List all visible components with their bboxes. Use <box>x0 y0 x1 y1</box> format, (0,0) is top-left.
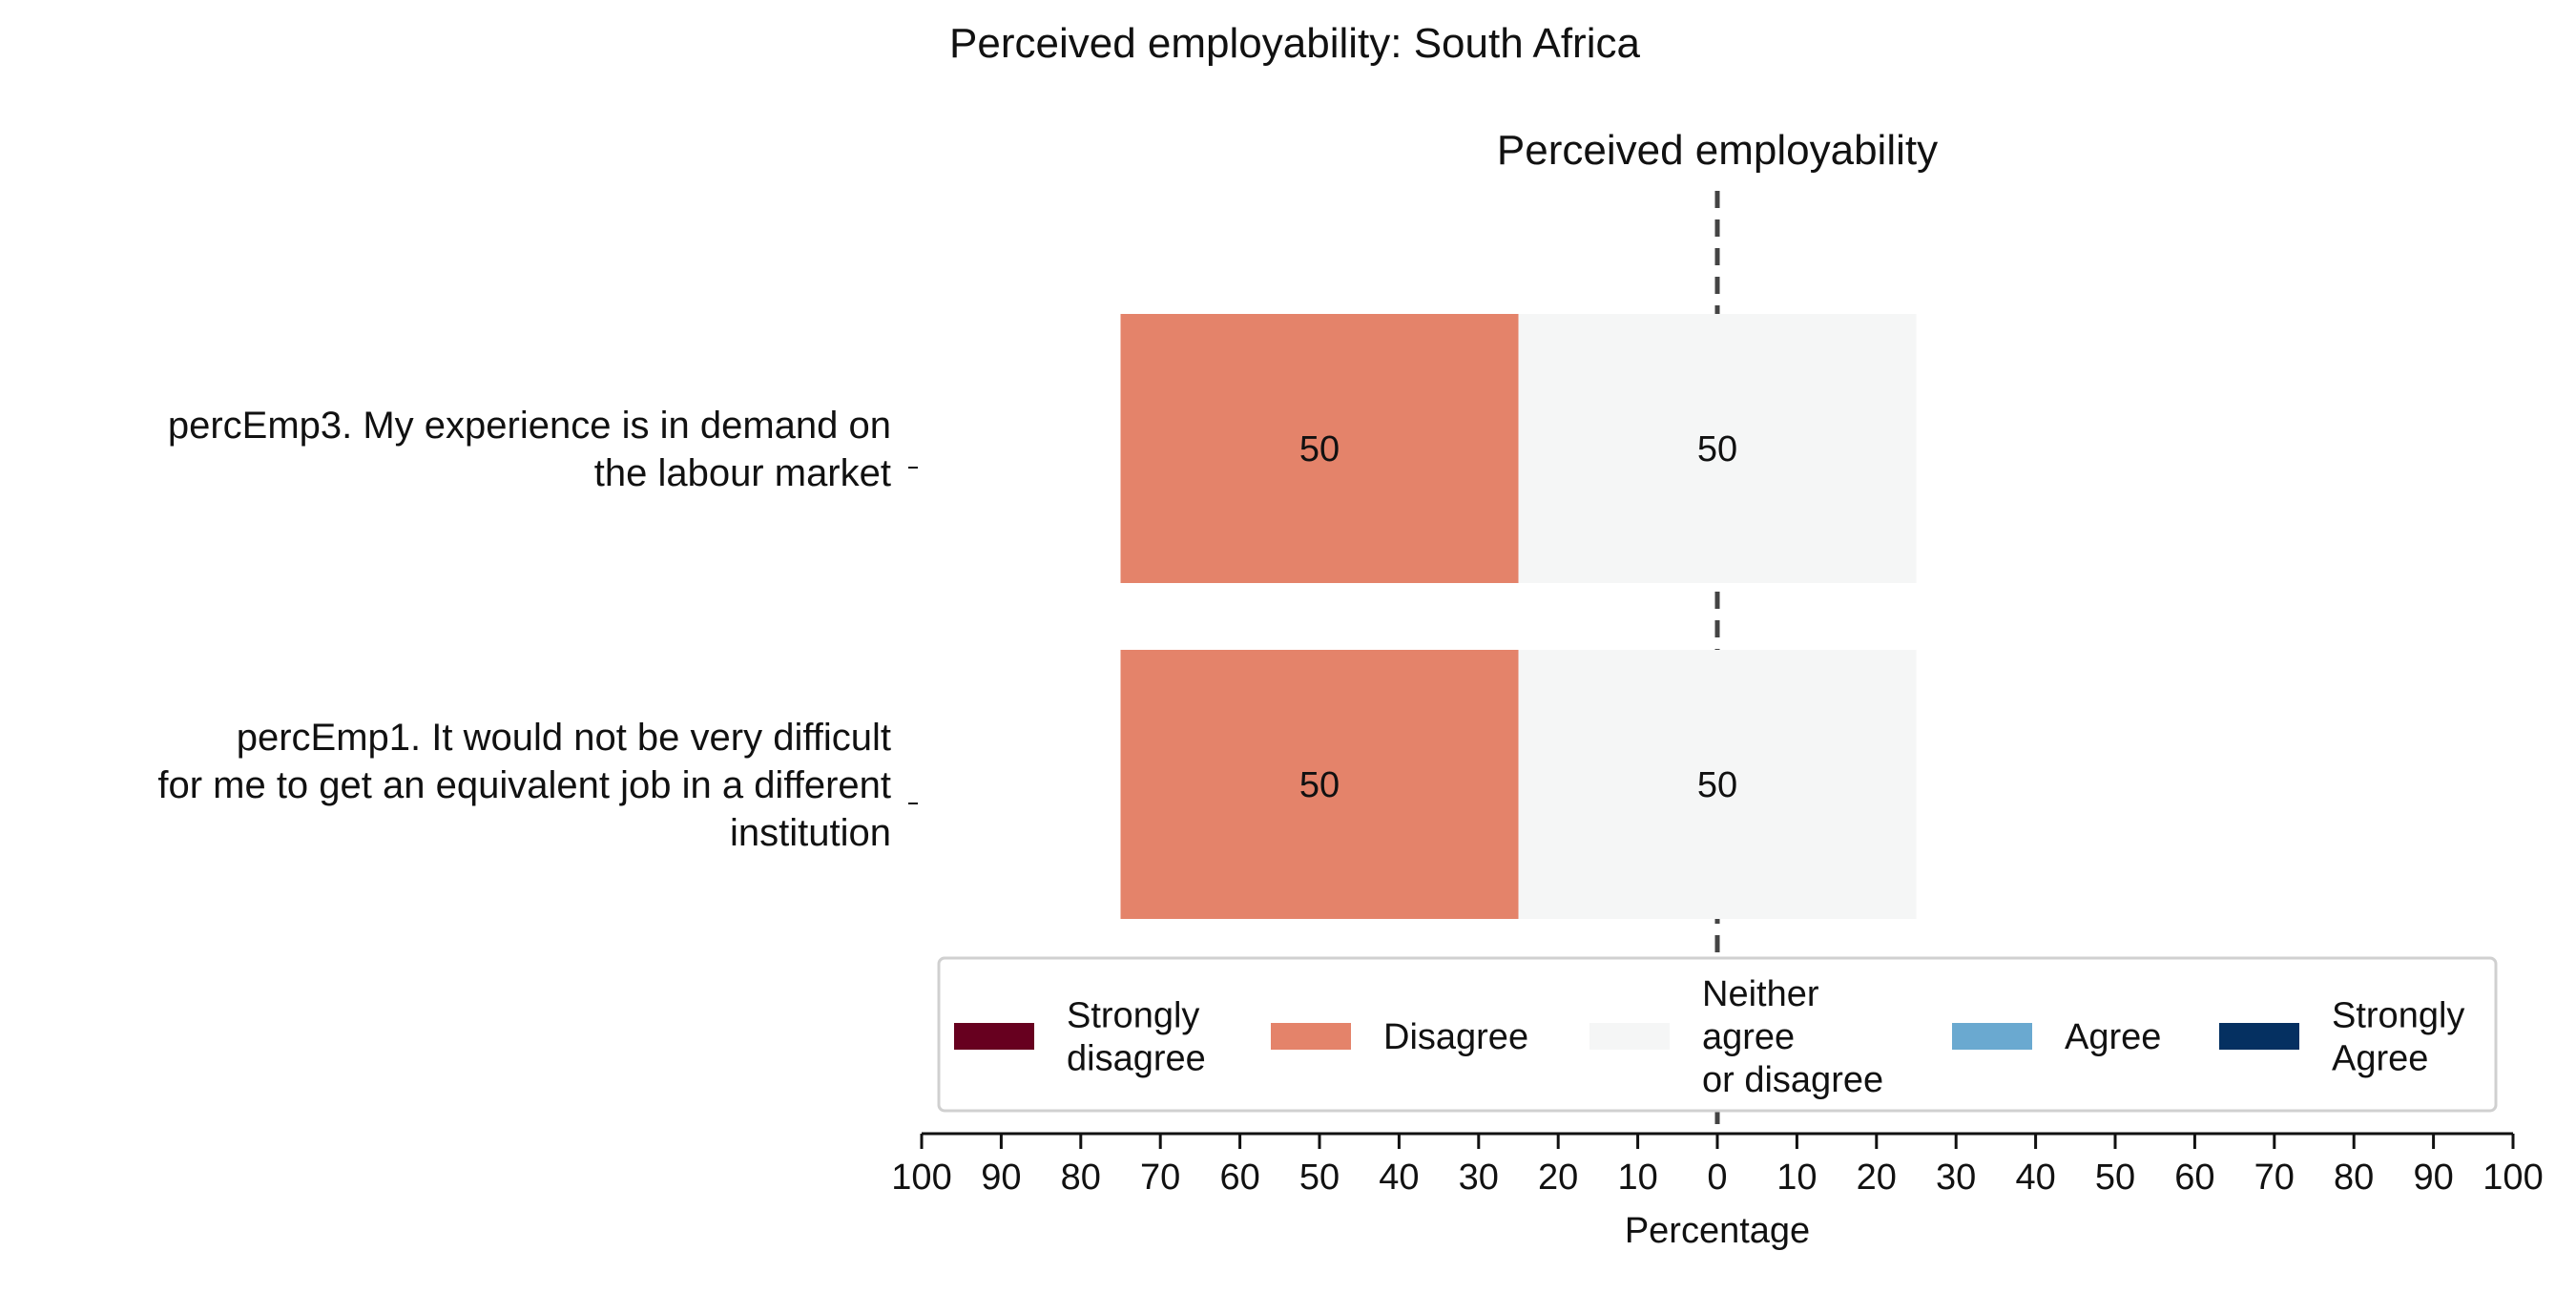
bar-value-label: 50 <box>1299 765 1340 805</box>
category-label: percEmp3. My experience is in demand on <box>168 405 891 447</box>
bar-segment <box>1120 314 1519 583</box>
bar-segment <box>1120 650 1519 919</box>
x-tick-label: 30 <box>1459 1157 1499 1198</box>
legend-label: Disagree <box>1383 1017 1528 1057</box>
legend-label: Strongly <box>2332 996 2464 1036</box>
x-tick-label: 80 <box>2334 1157 2374 1198</box>
x-tick-label: 60 <box>1219 1157 1259 1198</box>
x-tick-label: 80 <box>1061 1157 1101 1198</box>
legend-swatch <box>1589 1023 1670 1050</box>
x-tick-label: 70 <box>1140 1157 1180 1198</box>
x-tick-label: 50 <box>1299 1157 1340 1198</box>
x-axis-label: Percentage <box>1625 1211 1810 1251</box>
x-tick-label: 70 <box>2254 1157 2295 1198</box>
bar-value-label: 50 <box>1697 765 1737 805</box>
x-tick-label: 100 <box>2483 1157 2543 1198</box>
x-tick-label: 90 <box>981 1157 1021 1198</box>
legend-label: Agree <box>2332 1039 2428 1079</box>
x-tick-label: 20 <box>1857 1157 1897 1198</box>
legend-swatch <box>1271 1023 1351 1050</box>
x-tick-label: 40 <box>2015 1157 2055 1198</box>
category-label: for me to get an equivalent job in a dif… <box>157 764 891 806</box>
legend-swatch <box>1952 1023 2032 1050</box>
category-label: institution <box>730 812 891 854</box>
legend-label: agree <box>1702 1017 1795 1057</box>
legend-label: Neither <box>1702 974 1819 1014</box>
x-tick-label: 0 <box>1707 1157 1727 1198</box>
x-tick-label: 40 <box>1379 1157 1419 1198</box>
chart-subtitle: Perceived employability <box>1497 127 1938 174</box>
category-label: the labour market <box>594 452 891 494</box>
legend-swatch <box>954 1023 1034 1050</box>
x-tick-label: 90 <box>2413 1157 2453 1198</box>
category-label: percEmp1. It would not be very difficult <box>237 717 891 759</box>
legend-box <box>937 956 2498 1113</box>
legend-label: disagree <box>1067 1039 1206 1079</box>
bar-segment <box>1518 650 1917 919</box>
x-tick-label: 50 <box>2095 1157 2135 1198</box>
bar-value-label: 50 <box>1697 429 1737 469</box>
legend-label: or disagree <box>1702 1060 1883 1100</box>
legend-label: Agree <box>2065 1017 2161 1057</box>
x-tick-label: 60 <box>2174 1157 2214 1198</box>
x-tick-label: 10 <box>1617 1157 1657 1198</box>
legend-swatch <box>2219 1023 2299 1050</box>
x-tick-label: 20 <box>1538 1157 1578 1198</box>
legend-label: Strongly <box>1067 996 1199 1036</box>
chart-title: Perceived employability: South Africa <box>949 20 1640 67</box>
bar-segment <box>1518 314 1917 583</box>
bar-value-label: 50 <box>1299 429 1340 469</box>
x-tick-label: 30 <box>1936 1157 1976 1198</box>
x-tick-label: 100 <box>891 1157 951 1198</box>
plot-area: 50 50 percEmp3. My experience is in demand… <box>157 191 2544 1198</box>
x-tick-label: 10 <box>1776 1157 1817 1198</box>
